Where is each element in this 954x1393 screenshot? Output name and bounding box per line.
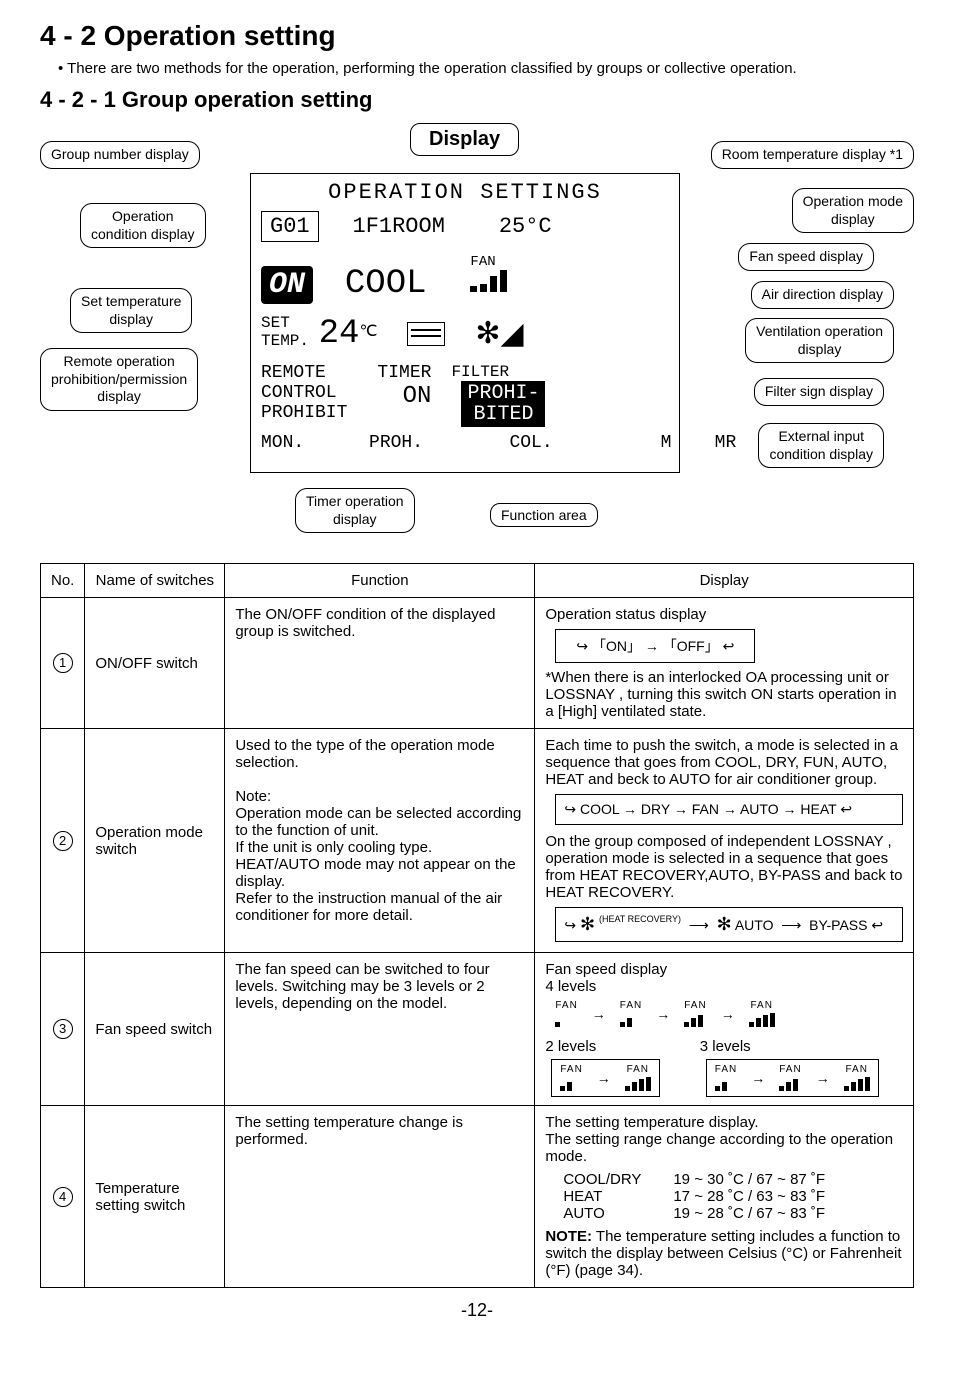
switch-function: The fan speed can be switched to four le…: [225, 953, 535, 1106]
group-code: G01: [261, 211, 319, 242]
switch-function: Used to the type of the operation mode s…: [225, 729, 535, 953]
callout-timer-op: Timer operation display: [295, 488, 415, 533]
status-line: MON. PROH. COL. M MR: [261, 433, 669, 453]
col-no: No.: [41, 564, 85, 598]
col-display: Display: [535, 564, 914, 598]
room-temp-value: 25°C: [499, 214, 552, 239]
timer-state: ON: [377, 383, 431, 410]
callout-ext-input: External input condition display: [758, 423, 884, 468]
page-number: -12-: [40, 1300, 914, 1321]
intro-text: • There are two methods for the operatio…: [58, 60, 914, 77]
switch-function: The ON/OFF condition of the displayed gr…: [225, 598, 535, 729]
louver-icon: [407, 322, 445, 346]
callout-operation-condition: Operation condition display: [80, 203, 206, 248]
table-row: 2 Operation mode switch Used to the type…: [41, 729, 914, 953]
callout-ventilation: Ventilation operation display: [745, 318, 894, 363]
display-label: Display: [410, 123, 519, 156]
callout-group-number: Group number display: [40, 141, 200, 169]
filter-label: FILTER: [451, 363, 545, 381]
switch-display: The setting temperature display. The set…: [535, 1106, 914, 1288]
timer-label: TIMER: [377, 363, 431, 383]
callout-set-temp: Set temperature display: [70, 288, 192, 333]
ventilation-icon: ✻◢: [475, 316, 523, 351]
switch-name: ON/OFF switch: [85, 598, 225, 729]
callout-remote-op: Remote operation prohibition/permission …: [40, 348, 198, 411]
switch-function: The setting temperature change is perfor…: [225, 1106, 535, 1288]
callout-op-mode: Operation mode display: [792, 188, 914, 233]
row-number: 4: [53, 1187, 73, 1207]
callout-function-area: Function area: [490, 503, 598, 527]
set-temp-display: SET TEMP. 24℃: [261, 314, 377, 353]
row-number: 3: [53, 1019, 73, 1039]
switch-display: Fan speed display 4 levels FAN→ FAN→ FAN…: [535, 953, 914, 1106]
switch-display: Each time to push the switch, a mode is …: [535, 729, 914, 953]
row-number: 2: [53, 831, 73, 851]
callout-filter-sign: Filter sign display: [754, 378, 884, 406]
row-number: 1: [53, 653, 73, 673]
callout-fan-speed: Fan speed display: [738, 243, 874, 271]
switch-name: Temperature setting switch: [85, 1106, 225, 1288]
table-row: 1 ON/OFF switch The ON/OFF condition of …: [41, 598, 914, 729]
mode-indicator: COOL: [345, 265, 427, 303]
on-indicator: ON: [261, 266, 313, 304]
fan-speed-icon: FAN: [470, 252, 507, 292]
switch-name: Fan speed switch: [85, 953, 225, 1106]
room-name: 1F1ROOM: [353, 214, 445, 239]
remote-control-label: REMOTE CONTROL PROHIBIT: [261, 363, 347, 423]
table-row: 3 Fan speed switch The fan speed can be …: [41, 953, 914, 1106]
switch-name: Operation mode switch: [85, 729, 225, 953]
prohibited-badge: PROHI- BITED: [461, 381, 545, 427]
panel-title: OPERATION SETTINGS: [261, 180, 669, 205]
switches-table: No. Name of switches Function Display 1 …: [40, 563, 914, 1288]
col-name: Name of switches: [85, 564, 225, 598]
table-row: 4 Temperature setting switch The setting…: [41, 1106, 914, 1288]
callout-air-direction: Air direction display: [751, 281, 894, 309]
callout-room-temp: Room temperature display *1: [711, 141, 914, 169]
switch-display: Operation status display ↪ 「ON」 → 「OFF」 …: [535, 598, 914, 729]
lcd-panel: OPERATION SETTINGS G01 1F1ROOM 25°C ON C…: [250, 173, 680, 473]
display-diagram: Display Group number display Operation c…: [40, 123, 914, 553]
col-function: Function: [225, 564, 535, 598]
subsection-heading: 4 - 2 - 1 Group operation setting: [40, 87, 914, 113]
section-heading: 4 - 2 Operation setting: [40, 20, 914, 52]
